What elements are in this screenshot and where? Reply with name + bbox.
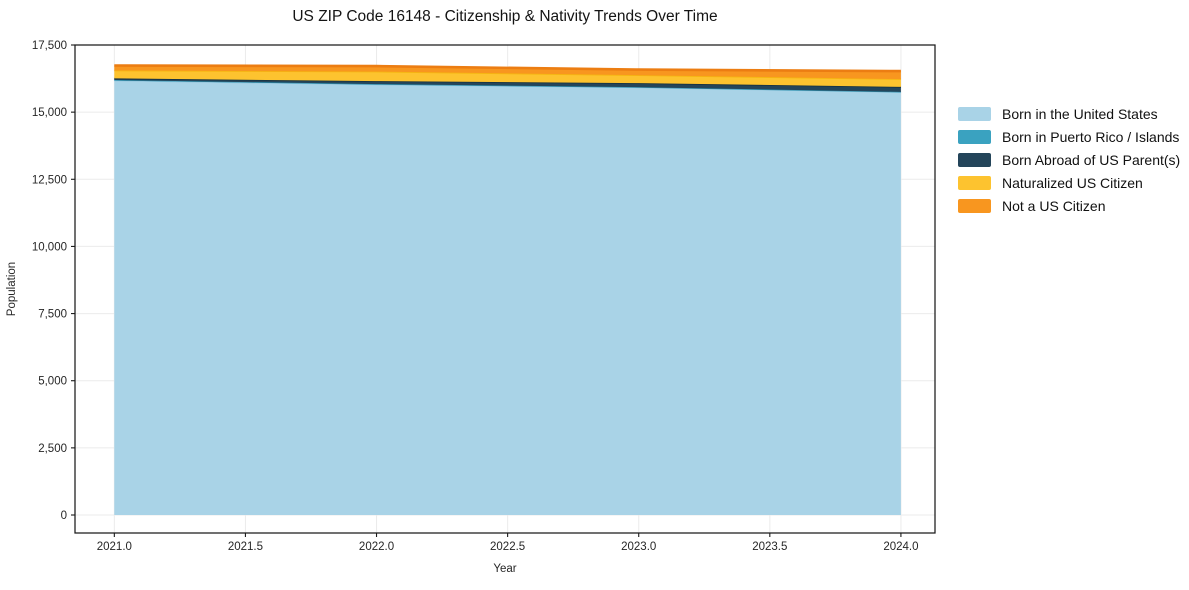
legend-item: Born Abroad of US Parent(s) <box>958 152 1181 168</box>
x-tick-label: 2023.0 <box>621 541 656 553</box>
legend: Born in the United States Born in Puerto… <box>958 106 1181 214</box>
legend-swatch-icon <box>958 130 991 144</box>
y-tick-label: 10,000 <box>32 241 67 253</box>
legend-item: Born in the United States <box>958 106 1180 122</box>
legend-label: Born in Puerto Rico / Islands <box>1002 129 1180 145</box>
y-tick-label: 2,500 <box>38 443 67 455</box>
chart-title: US ZIP Code 16148 - Citizenship & Nativi… <box>292 8 718 25</box>
area-band-edge <box>114 69 901 80</box>
x-tick-label: 2023.5 <box>752 541 787 553</box>
legend-label: Born Abroad of US Parent(s) <box>1002 152 1181 168</box>
area-band <box>114 70 901 87</box>
area-band <box>114 78 901 92</box>
y-tick-label: 5,000 <box>38 376 67 388</box>
legend-item: Not a US Citizen <box>958 198 1180 214</box>
area-band-edge <box>114 64 901 73</box>
x-axis-label: Year <box>493 563 517 575</box>
area-band-edge <box>114 79 901 93</box>
y-tick-label: 7,500 <box>38 309 67 321</box>
x-tick-label: 2022.0 <box>359 541 394 553</box>
y-tick-label: 0 <box>61 510 67 522</box>
y-tick-label: 15,000 <box>32 107 67 119</box>
y-tick-label: 12,500 <box>32 174 67 186</box>
legend-swatch-icon <box>958 107 991 121</box>
legend-swatch-icon <box>958 199 991 213</box>
x-tick-label: 2021.0 <box>97 541 132 553</box>
x-tick-label: 2024.0 <box>883 541 918 553</box>
area-band <box>114 80 901 515</box>
legend-swatch-icon <box>958 153 991 167</box>
x-tick-label: 2021.5 <box>228 541 263 553</box>
legend-item: Born in Puerto Rico / Islands <box>958 129 1180 145</box>
legend-swatch-icon <box>958 176 991 190</box>
y-tick-label: 17,500 <box>32 40 67 52</box>
legend-item: Naturalized US Citizen <box>958 175 1180 191</box>
legend-label: Naturalized US Citizen <box>1002 175 1143 191</box>
legend-label: Born in the United States <box>1002 106 1158 122</box>
y-axis-label: Population <box>6 261 18 317</box>
x-tick-label: 2022.5 <box>490 541 525 553</box>
plot-border <box>74 44 936 534</box>
legend-label: Not a US Citizen <box>1002 198 1106 214</box>
area-band <box>114 65 901 80</box>
